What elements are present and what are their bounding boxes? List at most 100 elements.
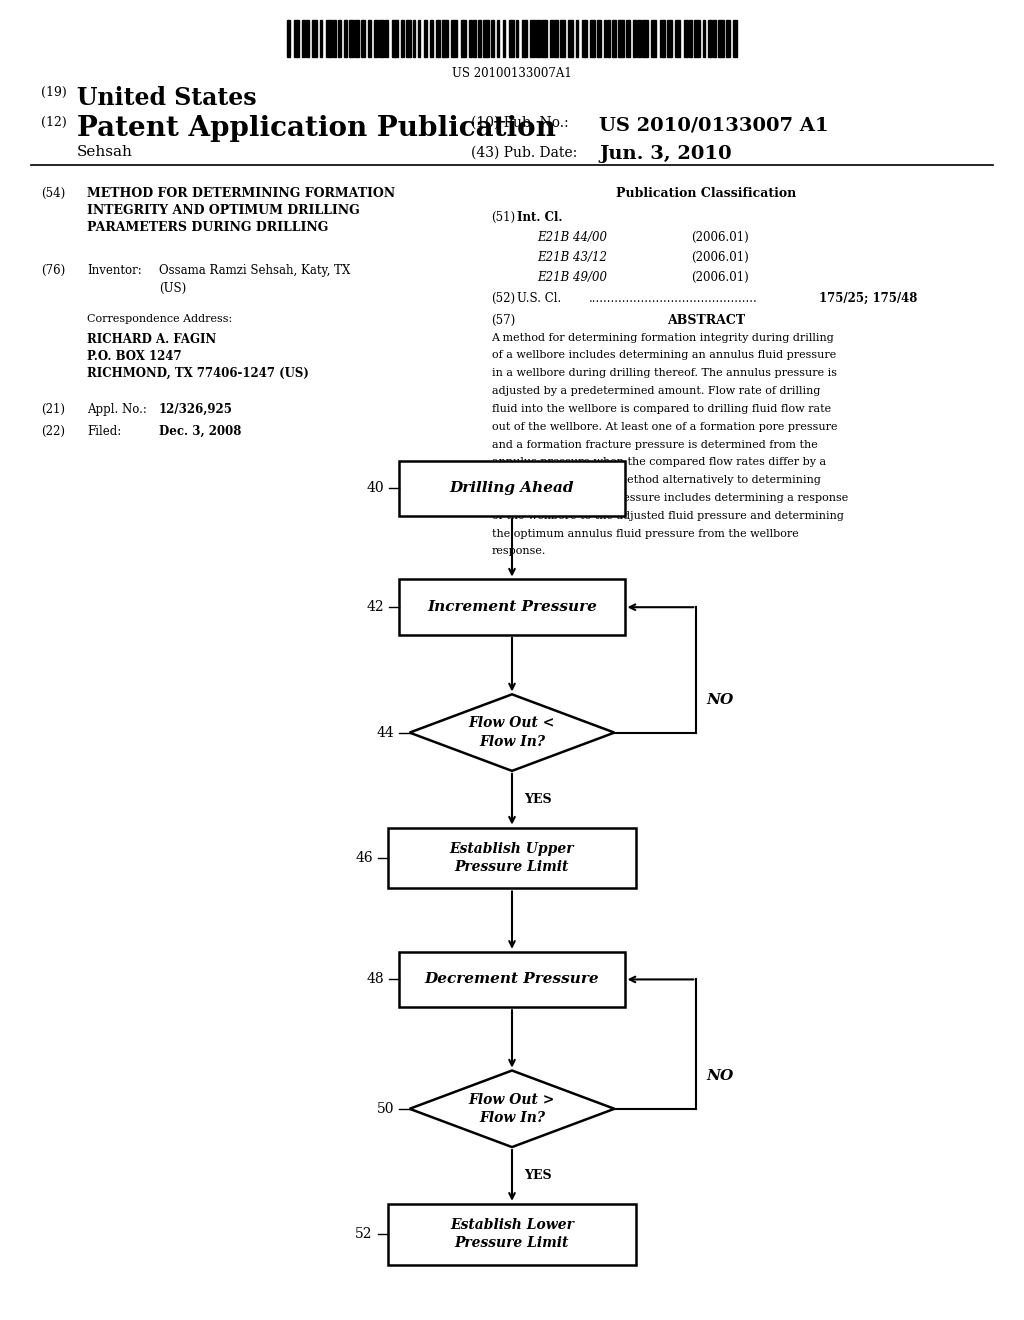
Text: Establish Upper
Pressure Limit: Establish Upper Pressure Limit [450,842,574,874]
Bar [703,20,706,57]
Text: E21B 43/12: E21B 43/12 [538,251,607,264]
Text: Filed:: Filed: [87,425,121,438]
Text: Establish Lower
Pressure Limit: Establish Lower Pressure Limit [451,1218,573,1250]
Bar [626,20,630,57]
Text: Sehsah: Sehsah [77,145,133,160]
Text: Patent Application Publication: Patent Application Publication [77,115,556,141]
Text: YES: YES [524,1170,552,1181]
Text: (22): (22) [41,425,65,438]
Text: US 20100133007A1: US 20100133007A1 [453,67,571,81]
Bar [529,20,536,57]
Bar [612,20,615,57]
Text: 44: 44 [377,726,394,739]
Text: 50: 50 [377,1102,394,1115]
Bar [675,20,680,57]
Text: Dec. 3, 2008: Dec. 3, 2008 [159,425,241,438]
Bar [567,20,573,57]
Bar [718,20,724,57]
Bar [413,20,416,57]
Bar [483,20,488,57]
Bar [597,20,601,57]
Bar [708,20,712,57]
Bar [667,20,673,57]
Text: Int. Cl.: Int. Cl. [517,211,562,224]
Bar [694,20,699,57]
Text: annulus pressure when the compared flow rates differ by a: annulus pressure when the compared flow … [492,457,825,467]
Text: in a wellbore during drilling thereof. The annulus pressure is: in a wellbore during drilling thereof. T… [492,368,837,379]
Bar [302,20,305,57]
Text: E21B 49/00: E21B 49/00 [538,271,607,284]
Bar [436,20,440,57]
Text: 42: 42 [367,601,384,614]
Text: (19): (19) [41,86,67,99]
Text: and a formation fracture pressure is determined from the: and a formation fracture pressure is det… [492,440,817,450]
Bar [391,20,397,57]
Text: the optimum annulus fluid pressure from the wellbore: the optimum annulus fluid pressure from … [492,528,799,539]
Bar [287,20,290,57]
Bar [582,20,587,57]
Bar [333,20,336,57]
Text: Appl. No.:: Appl. No.: [87,403,146,416]
Bar [344,20,347,57]
Bar [401,20,404,57]
Text: 12/326,925: 12/326,925 [159,403,232,416]
Bar [478,20,481,57]
Polygon shape [410,694,614,771]
FancyBboxPatch shape [399,461,625,516]
Bar [360,20,365,57]
Text: (2006.01): (2006.01) [691,251,749,264]
Bar [503,20,505,57]
Bar [497,20,500,57]
Bar [560,20,565,57]
Text: of a wellbore includes determining an annulus fluid pressure: of a wellbore includes determining an an… [492,350,836,360]
Text: 175/25; 175/48: 175/25; 175/48 [819,292,918,305]
Bar [714,20,716,57]
Bar [618,20,625,57]
Text: 46: 46 [355,851,373,865]
Bar [349,20,354,57]
Bar [607,20,609,57]
Text: Increment Pressure: Increment Pressure [427,601,597,614]
Text: (12): (12) [41,116,67,129]
Text: YES: YES [524,793,552,805]
Bar [418,20,420,57]
Text: 40: 40 [367,482,384,495]
Bar [550,20,553,57]
Text: adjusted by a predetermined amount. Flow rate of drilling: adjusted by a predetermined amount. Flow… [492,385,820,396]
Bar [633,20,636,57]
Bar [385,20,388,57]
Bar [604,20,606,57]
Text: Correspondence Address:: Correspondence Address: [87,314,232,325]
Text: (51): (51) [492,211,516,224]
Bar [469,20,472,57]
Bar [355,20,358,57]
FancyBboxPatch shape [388,828,636,888]
Text: (21): (21) [41,403,65,416]
Text: E21B 44/00: E21B 44/00 [538,231,607,244]
FancyBboxPatch shape [399,579,625,635]
Bar [406,20,411,57]
Text: 48: 48 [367,973,384,986]
Text: Publication Classification: Publication Classification [616,187,797,201]
Bar [442,20,449,57]
Text: (10) Pub. No.:: (10) Pub. No.: [471,116,568,131]
Bar [490,20,494,57]
Bar [554,20,558,57]
FancyBboxPatch shape [399,952,625,1007]
Bar [642,20,648,57]
Text: Drilling Ahead: Drilling Ahead [450,482,574,495]
Text: NO: NO [707,693,734,706]
Text: Ossama Ramzi Sehsah, Katy, TX
(US): Ossama Ramzi Sehsah, Katy, TX (US) [159,264,350,294]
Text: NO: NO [707,1069,734,1082]
Bar [424,20,427,57]
Bar [542,20,547,57]
Text: US 2010/0133007 A1: US 2010/0133007 A1 [599,116,828,135]
Text: P.O. BOX 1247: P.O. BOX 1247 [87,350,181,363]
Bar [379,20,384,57]
Bar [659,20,665,57]
Text: METHOD FOR DETERMINING FORMATION
INTEGRITY AND OPTIMUM DRILLING
PARAMETERS DURIN: METHOD FOR DETERMINING FORMATION INTEGRI… [87,187,395,235]
Bar [374,20,378,57]
Text: fluid into the wellbore is compared to drilling fluid flow rate: fluid into the wellbore is compared to d… [492,404,830,414]
Text: A method for determining formation integrity during drilling: A method for determining formation integ… [492,333,835,343]
Bar [575,20,579,57]
